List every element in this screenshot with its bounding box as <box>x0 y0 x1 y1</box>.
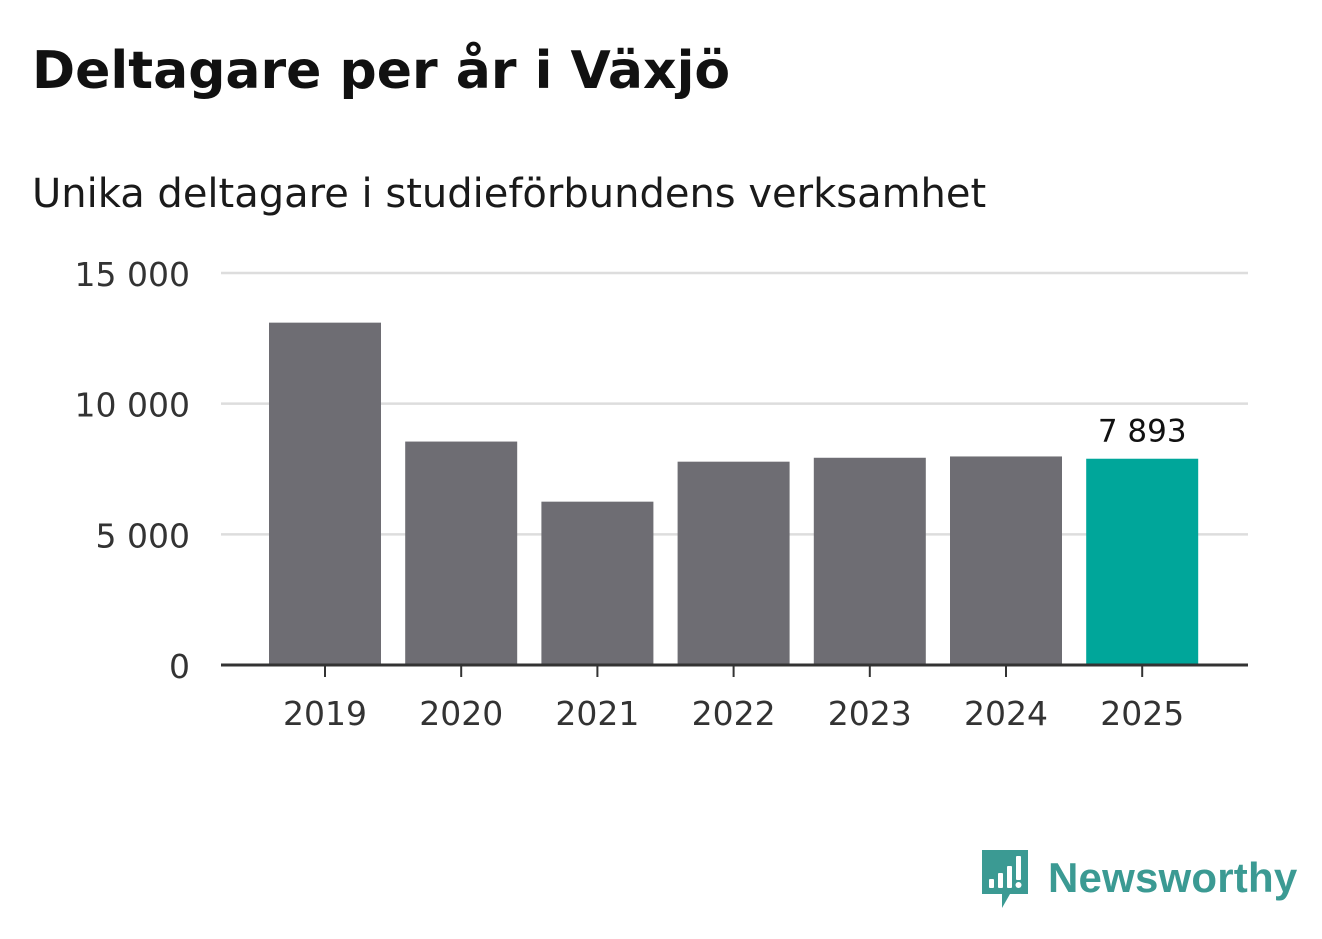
bar-2022 <box>677 461 790 665</box>
bar-2024 <box>950 456 1062 665</box>
chart-title: Deltagare per år i Växjö <box>32 41 731 101</box>
newsworthy-logo-icon <box>982 850 1028 908</box>
newsworthy-brand: Newsworthy <box>980 846 1297 910</box>
data-label-2025: 7 893 <box>1098 414 1187 450</box>
x-tick-label: 2023 <box>828 694 912 733</box>
x-tick-label: 2019 <box>283 694 367 733</box>
bar-2025 <box>1086 458 1199 665</box>
x-tick-label: 2025 <box>1100 694 1184 733</box>
bar-2023 <box>813 457 926 665</box>
y-tick-label: 15 000 <box>75 255 190 294</box>
bar-2021 <box>541 501 654 665</box>
bar-2019 <box>269 322 381 665</box>
chart-subtitle: Unika deltagare i studieförbundens verks… <box>32 171 987 217</box>
x-tick-label: 2021 <box>555 694 639 733</box>
y-tick-label: 5 000 <box>96 516 190 555</box>
bars <box>269 322 1199 665</box>
y-tick-label: 10 000 <box>75 386 190 425</box>
brand-name: Newsworthy <box>1048 854 1298 901</box>
bar-2020 <box>405 441 518 665</box>
y-axis-ticks: 0 5 000 10 000 15 000 <box>75 255 190 686</box>
data-labels: 7 893 <box>1098 414 1187 450</box>
x-tick-label: 2024 <box>964 694 1048 733</box>
y-tick-label: 0 <box>169 647 190 686</box>
x-axis-ticks: 2019 2020 2021 2022 2023 2024 2025 <box>221 663 1248 733</box>
x-tick-label: 2020 <box>419 694 503 733</box>
x-tick-label: 2022 <box>692 694 776 733</box>
